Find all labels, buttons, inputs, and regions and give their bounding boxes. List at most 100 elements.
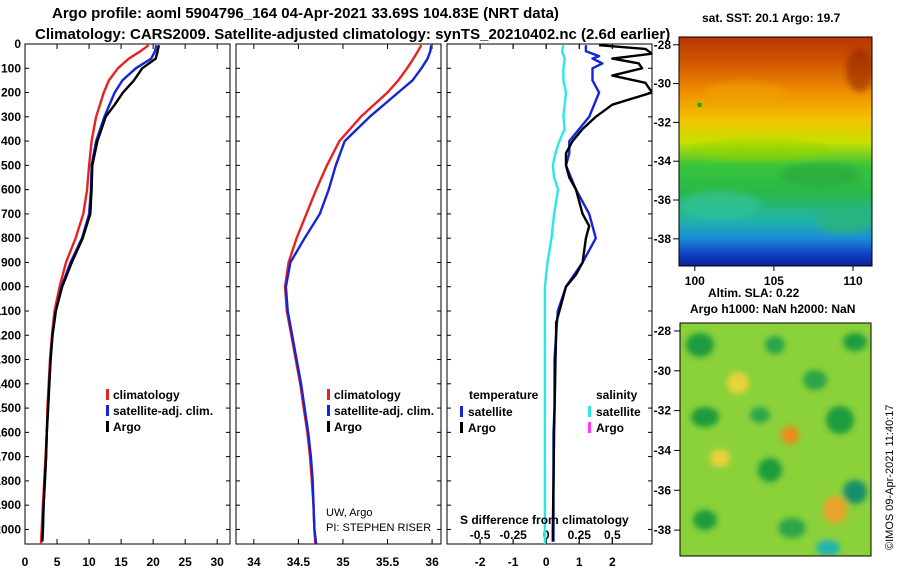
diff-legend-sal-sat: satellite bbox=[596, 405, 641, 419]
sal-footnote-2: PI: STEPHEN RISER bbox=[326, 522, 431, 534]
sst-x-tick-label: 110 bbox=[843, 274, 863, 288]
temp-legend-swatch-argo bbox=[106, 421, 109, 432]
temp-legend: climatology satellite-adj. clim. Argo bbox=[106, 388, 213, 434]
depth-tick-label: 1400 bbox=[0, 377, 21, 391]
depth-tick-label: 1800 bbox=[0, 474, 21, 488]
sla-blob bbox=[816, 540, 840, 556]
temp-legend-sat: satellite-adj. clim. bbox=[113, 404, 213, 418]
sla-y-tick-label: -30 bbox=[654, 364, 672, 378]
sal-x-tick-label: 35.5 bbox=[376, 555, 400, 569]
sla-blob bbox=[727, 372, 749, 394]
diff-legend-swatch-temp-argo bbox=[460, 422, 463, 433]
depth-tick-label: 700 bbox=[1, 207, 21, 221]
sal-panel-frame bbox=[235, 43, 442, 545]
sla-y-tick-label: -34 bbox=[654, 443, 672, 457]
sla-title-1: Altim. SLA: 0.22 bbox=[708, 286, 800, 300]
temp-legend-swatch-sat bbox=[106, 405, 109, 416]
sla-map-frame bbox=[679, 322, 872, 557]
temp-x-tick-label: 30 bbox=[211, 555, 225, 569]
sla-blob bbox=[710, 449, 730, 467]
temp-x-ticks: 0 5 10 15 20 25 30 bbox=[22, 44, 225, 569]
sst-patch bbox=[690, 140, 830, 160]
sst-patch bbox=[705, 82, 785, 102]
sal-legend-sat: satellite-adj. clim. bbox=[334, 404, 434, 418]
sla-blob bbox=[686, 333, 714, 357]
depth-tick-label: 0 bbox=[14, 37, 21, 51]
diff-legend-temp-argo: Argo bbox=[468, 421, 496, 435]
sal-legend-swatch-clim bbox=[327, 389, 330, 400]
sst-patch bbox=[680, 191, 760, 219]
depth-tick-label: 1500 bbox=[0, 401, 21, 415]
sla-blob bbox=[803, 370, 827, 390]
diff-legend: temperature salinity satellite Argo sate… bbox=[460, 388, 641, 527]
diff-series-salinity_sat bbox=[543, 44, 568, 544]
diff-temp-x-tick-label: 2 bbox=[609, 555, 616, 569]
sst-y-tick-label: -28 bbox=[654, 38, 672, 52]
depth-tick-label: 500 bbox=[1, 158, 21, 172]
sla-y-tick-label: -32 bbox=[654, 404, 672, 418]
temp-x-tick-label: 10 bbox=[82, 555, 96, 569]
temp-series-climatology bbox=[39, 44, 150, 544]
sst-x-tick-label: 105 bbox=[764, 274, 784, 288]
sst-map bbox=[679, 37, 872, 266]
sla-blob bbox=[843, 333, 867, 351]
depth-tick-label: 300 bbox=[1, 110, 21, 124]
depth-tick-label: 1900 bbox=[0, 498, 21, 512]
sla-y-tick-label: -38 bbox=[654, 523, 672, 537]
sal-series-climatology bbox=[283, 44, 423, 544]
sst-y-tick-label: -34 bbox=[654, 154, 672, 168]
sal-legend-swatch-argo bbox=[327, 421, 330, 432]
sst-y-tick-label: -38 bbox=[654, 232, 672, 246]
temp-series-argo bbox=[41, 44, 161, 542]
diff-sal-x-tick-label: -0.25 bbox=[499, 528, 527, 542]
depth-tick-label: 600 bbox=[1, 183, 21, 197]
depth-tick-label: 200 bbox=[1, 86, 21, 100]
diff-x-ticks: -2 -1 0 1 2 -0.5 -0.25 0 0.25 0.5 bbox=[470, 44, 621, 569]
sst-y-tick-label: -36 bbox=[654, 193, 672, 207]
depth-tick-label: 1100 bbox=[0, 304, 21, 318]
sla-blob bbox=[823, 496, 847, 524]
sal-x-tick-label: 36 bbox=[425, 555, 439, 569]
diff-legend-swatch-temp-sat bbox=[460, 406, 463, 417]
sla-blob bbox=[765, 336, 785, 354]
sal-lines bbox=[283, 44, 433, 544]
sla-title-2: Argo h1000: NaN h2000: NaN bbox=[690, 302, 855, 316]
sla-watermark: ©IMOS 09-Apr-2021 11:40:17 bbox=[884, 405, 896, 550]
sal-x-tick-label: 34.5 bbox=[287, 555, 311, 569]
sla-blob bbox=[843, 480, 867, 504]
diff-temp-x-tick-label: -1 bbox=[508, 555, 519, 569]
diff-sal-x-tick-label: 0.5 bbox=[604, 528, 621, 542]
temp-x-tick-label: 0 bbox=[22, 555, 29, 569]
diff-temp-x-tick-label: 0 bbox=[543, 555, 550, 569]
sal-series-satellite bbox=[284, 45, 433, 544]
temp-x-tick-label: 5 bbox=[54, 555, 61, 569]
sal-footnote-1: UW, Argo bbox=[326, 507, 372, 519]
sst-patch bbox=[780, 163, 860, 187]
sal-x-tick-label: 34 bbox=[247, 555, 261, 569]
temp-x-tick-label: 25 bbox=[178, 555, 192, 569]
diff-series-satellite bbox=[552, 45, 604, 542]
diff-sal-x-tick-label: -0.5 bbox=[470, 528, 491, 542]
temp-legend-clim: climatology bbox=[113, 388, 180, 402]
sla-blob bbox=[778, 518, 806, 538]
sst-argo-marker bbox=[697, 102, 702, 107]
sst-y-tick-label: -30 bbox=[654, 77, 672, 91]
diff-lines bbox=[543, 44, 652, 544]
diff-series-argo bbox=[551, 44, 652, 542]
sla-blob bbox=[826, 406, 854, 434]
diff-temp-x-tick-label: -2 bbox=[475, 555, 486, 569]
sla-y-tick-label: -36 bbox=[654, 483, 672, 497]
sla-y-tick-label: -28 bbox=[654, 324, 672, 338]
diff-legend-sal-argo: Argo bbox=[596, 421, 624, 435]
title-line-1: Argo profile: aoml 5904796_164 04-Apr-20… bbox=[52, 5, 559, 22]
diff-xlabel: S difference from climatology bbox=[460, 513, 629, 527]
sst-title: sat. SST: 20.1 Argo: 19.7 bbox=[702, 11, 841, 25]
sal-x-ticks: 34 34.5 35 35.5 36 bbox=[247, 44, 439, 569]
temp-legend-swatch-clim bbox=[106, 389, 109, 400]
sla-map bbox=[680, 323, 871, 556]
sst-patch bbox=[817, 210, 872, 234]
sla-ticks: -28 -30 -32 -34 -36 -38 bbox=[654, 324, 680, 537]
depth-tick-label: 1300 bbox=[0, 353, 21, 367]
temp-legend-argo: Argo bbox=[113, 420, 141, 434]
